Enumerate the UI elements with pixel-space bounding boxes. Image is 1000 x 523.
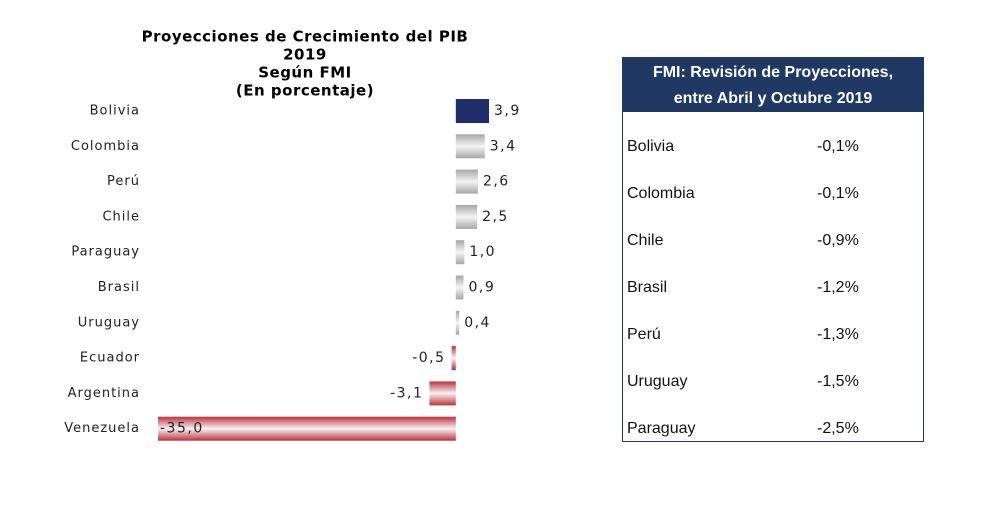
chart-title: (En porcentaje) xyxy=(236,82,374,100)
value-label: 0,4 xyxy=(464,315,491,331)
chart: Proyecciones de Crecimiento del PIB 2019… xyxy=(64,28,521,441)
value-label: 3,4 xyxy=(490,138,517,154)
table-cell: Uruguay xyxy=(627,373,688,390)
table-cell: Brasil xyxy=(627,279,668,296)
value-label: -35,0 xyxy=(160,421,204,437)
table-row: Uruguay -1,5% xyxy=(623,347,923,394)
category-label: Brasil xyxy=(98,280,140,295)
table-title: FMI: Revisión de Proyecciones, xyxy=(652,64,894,81)
category-label: Colombia xyxy=(71,139,140,154)
bar xyxy=(429,381,456,406)
value-label: 2,5 xyxy=(482,209,509,225)
category-label: Chile xyxy=(102,209,140,224)
category-label: Argentina xyxy=(68,386,140,401)
table-cell: -0,1% xyxy=(817,138,859,155)
value-label: 3,9 xyxy=(494,103,521,119)
value-label: 1,0 xyxy=(469,244,496,260)
table-cell: Chile xyxy=(627,232,664,249)
table-row: Chile -0,9% xyxy=(623,206,923,253)
value-label: 2,6 xyxy=(483,174,510,190)
table-cell: -1,5% xyxy=(817,373,859,390)
bar xyxy=(455,204,478,229)
table-cell: -1,3% xyxy=(817,326,859,343)
table-row: Colombia -0,1% xyxy=(623,159,923,206)
value-label: -3,1 xyxy=(390,385,423,401)
category-label: Uruguay xyxy=(78,315,140,330)
category-label: Venezuela xyxy=(64,421,140,436)
table-title: entre Abril y Octubre 2019 xyxy=(673,90,873,107)
value-label: -0,5 xyxy=(412,350,445,366)
table-cell: -1,2% xyxy=(817,279,859,296)
category-label: Bolivia xyxy=(90,104,140,119)
table-row: Paraguay -2,5% xyxy=(623,394,923,441)
value-label: 0,9 xyxy=(468,280,495,296)
bar xyxy=(455,169,478,194)
table-cell: -0,9% xyxy=(817,232,859,249)
category-label: Ecuador xyxy=(80,351,140,366)
category-label: Perú xyxy=(107,174,140,189)
table-row: Brasil -1,2% xyxy=(623,253,923,300)
table-row: Perú -1,3% xyxy=(623,300,923,347)
table-cell: -0,1% xyxy=(817,185,859,202)
bar xyxy=(455,134,485,159)
table-row: Bolivia -0,1% xyxy=(623,112,923,159)
table-cell: Paraguay xyxy=(627,420,696,437)
chart-title: Según FMI xyxy=(258,64,352,82)
bar xyxy=(455,310,460,335)
table: FMI: Revisión de Proyecciones, entre Abr… xyxy=(622,57,924,442)
chart-title: 2019 xyxy=(283,46,327,64)
table-header: FMI: Revisión de Proyecciones, entre Abr… xyxy=(623,58,923,112)
bar xyxy=(451,346,456,371)
table-cell: Colombia xyxy=(627,185,695,202)
table-cell: Perú xyxy=(627,326,661,343)
bar xyxy=(158,416,456,441)
category-label: Paraguay xyxy=(71,245,140,260)
bar xyxy=(455,240,465,265)
table-cell: Bolivia xyxy=(627,138,675,155)
bar xyxy=(455,99,489,123)
table-cell: -2,5% xyxy=(817,420,859,437)
chart-title: Proyecciones de Crecimiento del PIB xyxy=(142,28,469,46)
bar xyxy=(455,275,464,300)
